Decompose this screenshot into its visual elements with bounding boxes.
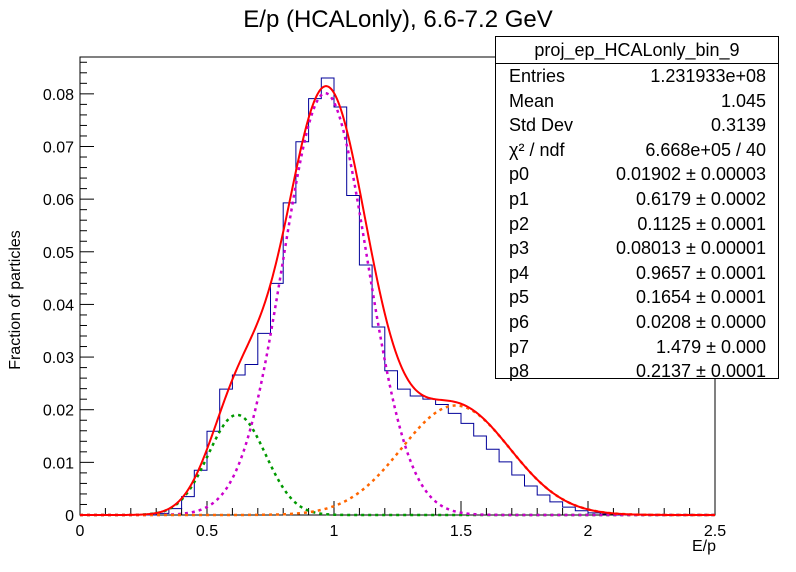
x-tick-label: 2.5 bbox=[704, 523, 726, 540]
stats-row-name: p6 bbox=[509, 311, 530, 332]
y-tick-label: 0.02 bbox=[43, 403, 74, 420]
x-tick-label: 1 bbox=[330, 523, 339, 540]
y-tick-label: 0.06 bbox=[43, 192, 74, 209]
stats-row: p6 0.0208 ± 0.0000 bbox=[496, 310, 778, 335]
stats-row: p2 0.1125 ± 0.0001 bbox=[496, 212, 778, 237]
stats-row-value: 0.2137 ± 0.0001 bbox=[636, 361, 766, 382]
stats-row-value: 0.1125 ± 0.0001 bbox=[637, 213, 766, 234]
y-tick-label: 0.08 bbox=[43, 87, 74, 104]
stats-row-value: 0.1654 ± 0.0001 bbox=[636, 287, 766, 308]
stats-row: p8 0.2137 ± 0.0001 bbox=[496, 359, 778, 384]
x-tick-label: 2 bbox=[584, 523, 593, 540]
stats-row: p0 0.01902 ± 0.00003 bbox=[496, 162, 778, 187]
y-tick-label: 0 bbox=[65, 508, 74, 525]
y-tick-label: 0.07 bbox=[43, 139, 74, 156]
stats-row-name: p4 bbox=[509, 262, 530, 283]
fit-gaussian-2-line bbox=[80, 91, 715, 517]
y-tick-label: 0.05 bbox=[43, 245, 74, 262]
x-tick-label: 0.5 bbox=[196, 523, 218, 540]
stats-row-value: 1.045 bbox=[720, 90, 766, 111]
stats-row-value: 0.08013 ± 0.00001 bbox=[615, 238, 766, 259]
chart-title: E/p (HCALonly), 6.6-7.2 GeV bbox=[243, 6, 553, 33]
stats-row-name: Std Dev bbox=[509, 115, 574, 136]
fit-total-line bbox=[80, 85, 715, 516]
stats-row-value: 0.9657 ± 0.0001 bbox=[636, 262, 766, 283]
stats-row-name: p5 bbox=[509, 287, 530, 308]
stats-row-name: p0 bbox=[509, 164, 530, 185]
x-tick-label: 1.5 bbox=[450, 523, 472, 540]
stats-row-name: Entries bbox=[509, 66, 566, 86]
stats-row-value: 1.479 ± 0.000 bbox=[656, 336, 766, 357]
y-tick-label: 0.01 bbox=[43, 455, 74, 472]
stats-box: proj_ep_HCALonly_bin_9 Entries 1.231933e+… bbox=[495, 36, 779, 381]
stats-row: p7 1.479 ± 0.000 bbox=[496, 335, 778, 360]
stats-title: proj_ep_HCALonly_bin_9 bbox=[496, 37, 778, 64]
stats-row-value: 0.01902 ± 0.00003 bbox=[615, 164, 766, 185]
stats-row-value: 1.231933e+08 bbox=[650, 66, 766, 86]
stats-row-name: p2 bbox=[509, 213, 530, 234]
stats-rows: Entries 1.231933e+08 Mean 1.045 Std Dev 0.313… bbox=[496, 64, 778, 384]
stats-row-name: p8 bbox=[509, 361, 530, 382]
x-axis-label: E/p bbox=[691, 538, 716, 555]
stats-row-value: 0.0208 ± 0.0000 bbox=[636, 311, 766, 332]
stats-row: Entries 1.231933e+08 bbox=[496, 64, 778, 89]
stats-row: p5 0.1654 ± 0.0001 bbox=[496, 285, 778, 310]
stats-row: p3 0.08013 ± 0.00001 bbox=[496, 236, 778, 261]
stats-row-value: 0.6179 ± 0.0002 bbox=[636, 188, 766, 209]
stats-row-name: Mean bbox=[509, 90, 555, 111]
stats-row: Std Dev 0.3139 bbox=[496, 113, 778, 138]
stats-row-name: p3 bbox=[509, 238, 530, 259]
stats-row: p1 0.6179 ± 0.0002 bbox=[496, 187, 778, 212]
y-tick-label: 0.04 bbox=[43, 297, 74, 314]
stats-row-value: 6.668e+05 / 40 bbox=[645, 139, 766, 160]
stats-row-name: p7 bbox=[509, 336, 530, 357]
stats-row-name: χ² / ndf bbox=[509, 139, 565, 160]
fit-gaussian-1-line bbox=[80, 413, 715, 517]
stats-row: χ² / ndf 6.668e+05 / 40 bbox=[496, 138, 778, 163]
x-tick-label: 0 bbox=[76, 523, 85, 540]
y-tick-label: 0.03 bbox=[43, 350, 74, 367]
stats-row-name: p1 bbox=[509, 188, 530, 209]
stats-row: Mean 1.045 bbox=[496, 89, 778, 114]
stats-row-value: 0.3139 bbox=[710, 115, 766, 136]
stats-row: p4 0.9657 ± 0.0001 bbox=[496, 261, 778, 286]
